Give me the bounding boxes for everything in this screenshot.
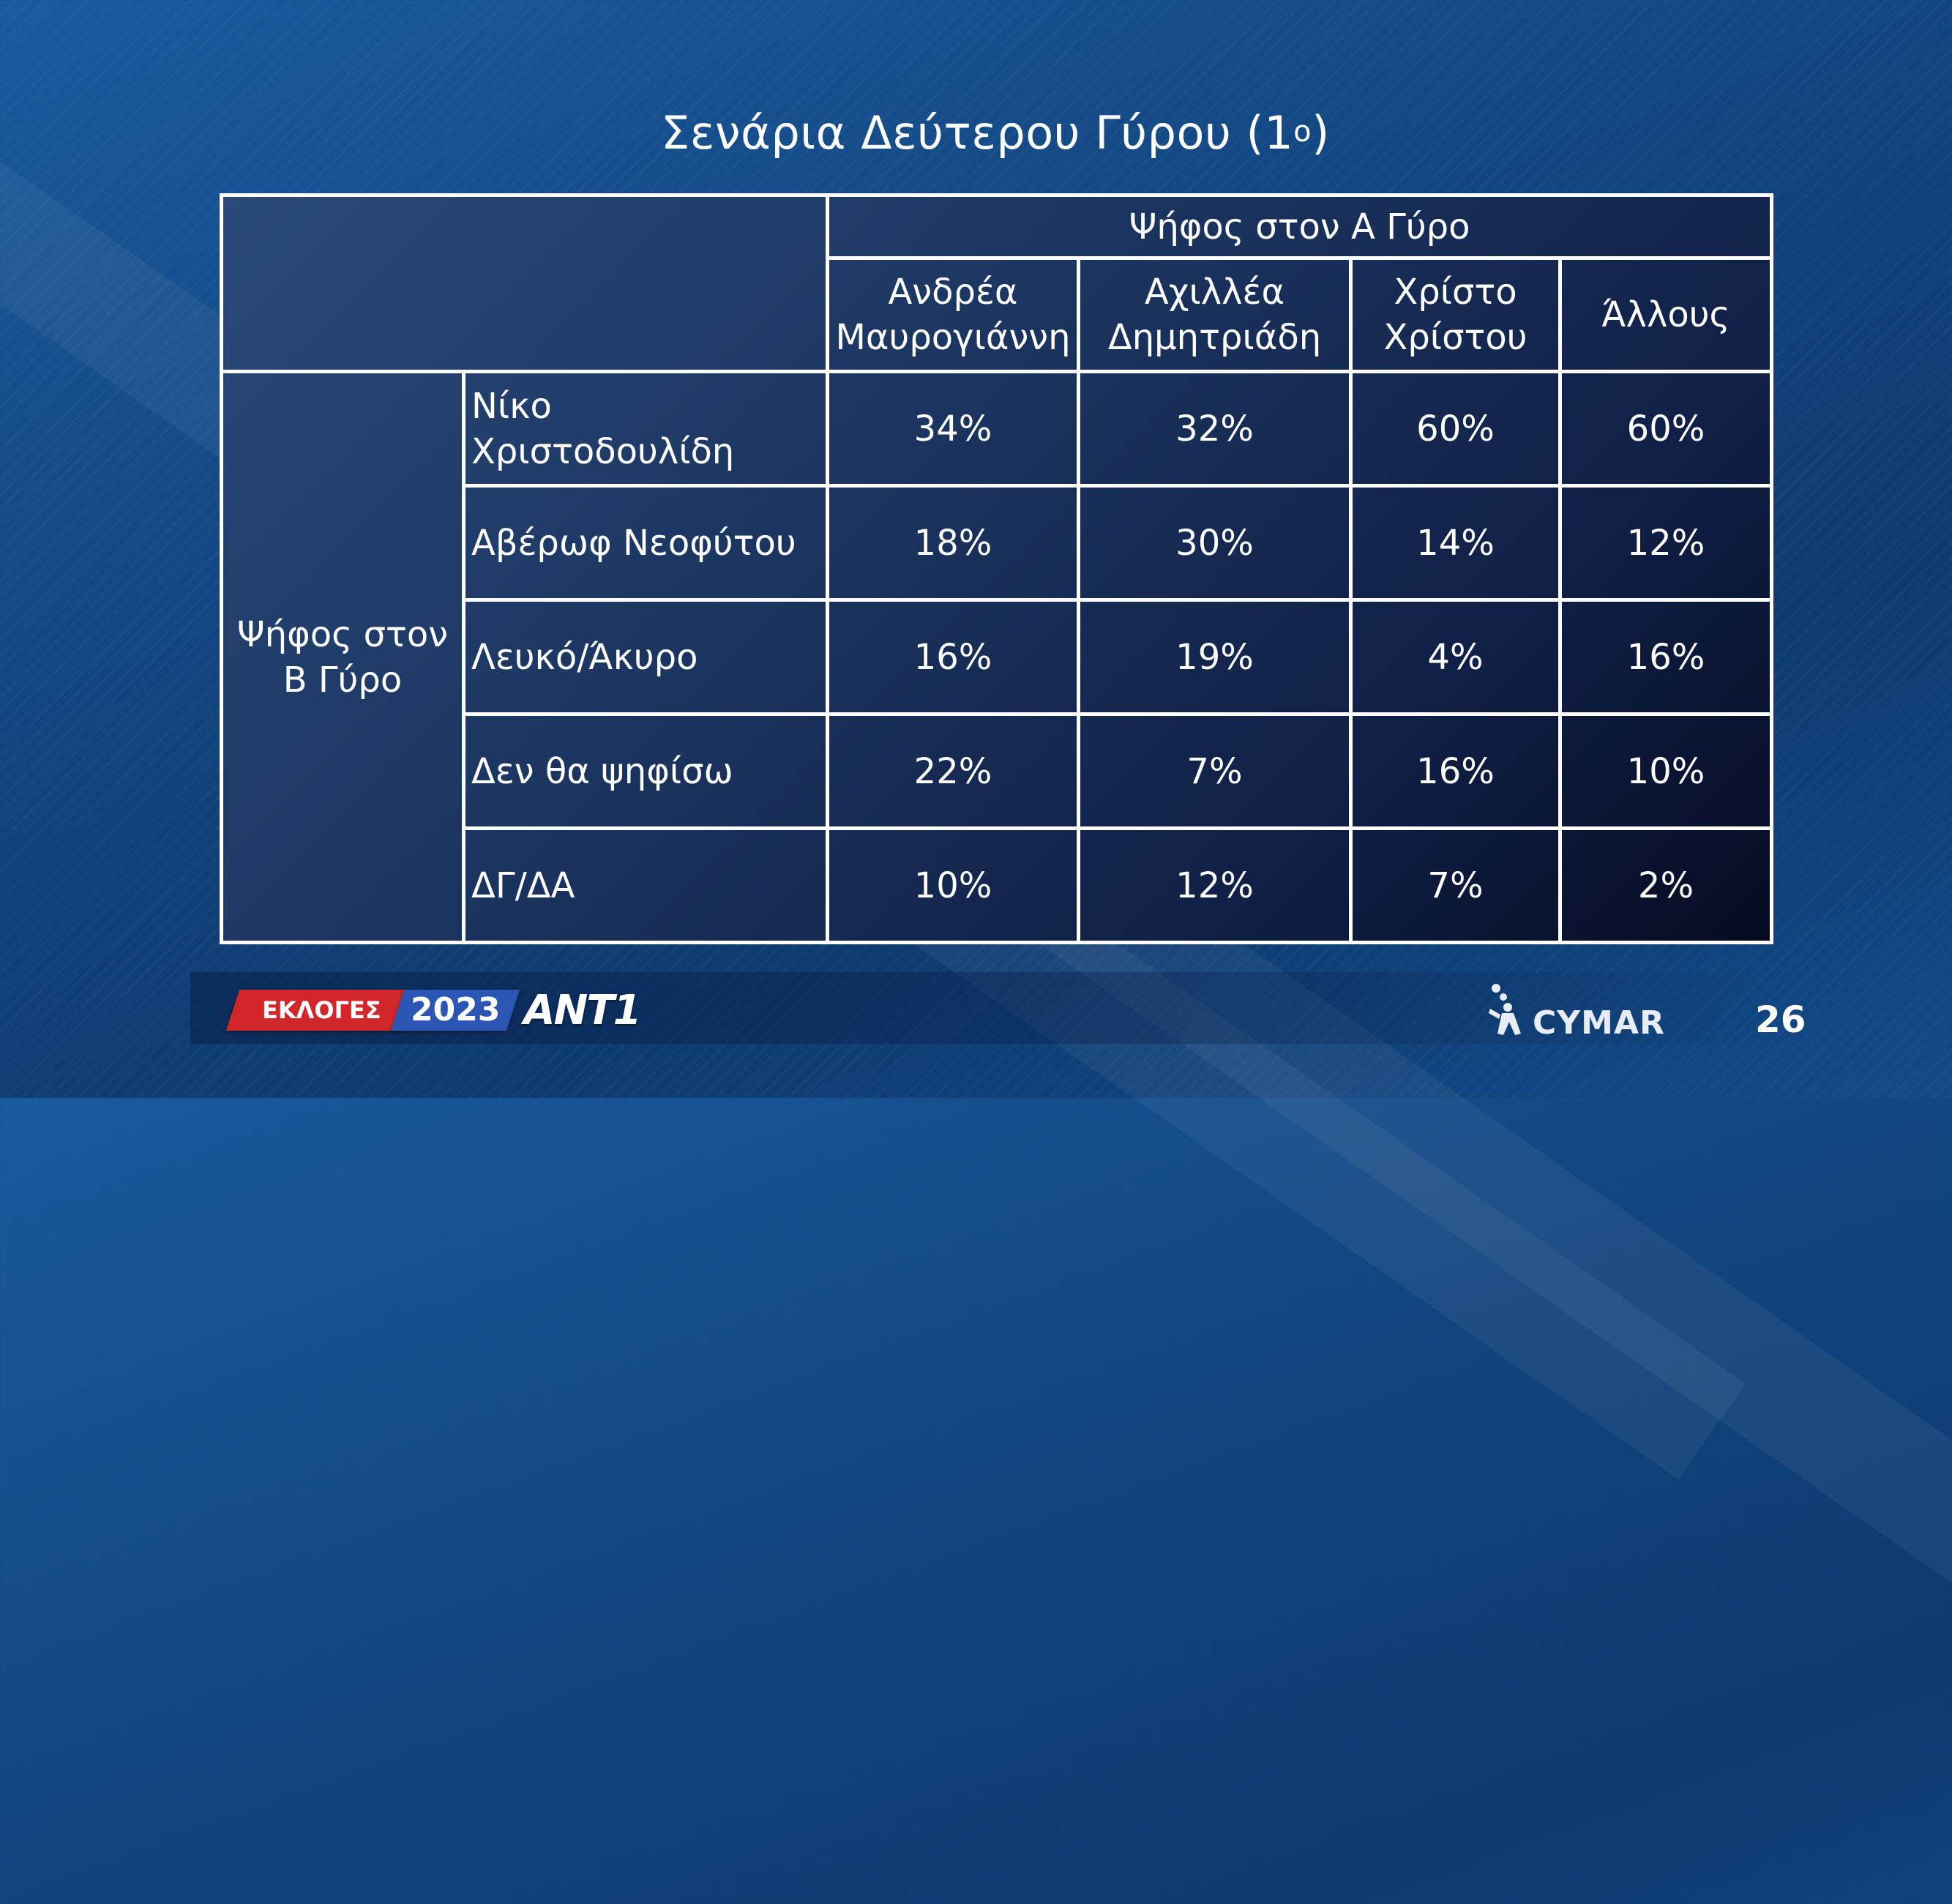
table-cell: 12%	[1077, 826, 1353, 944]
table-cell: 16%	[826, 598, 1080, 716]
table-row: Δεν θα ψηφίσω 22% 7% 16% 10%	[222, 712, 1773, 830]
cymar-figure-icon	[1489, 984, 1521, 1035]
row-group-label-second-round: Ψήφος στον Β Γύρο	[220, 370, 465, 944]
table-cell: 60%	[1558, 370, 1773, 488]
table-cell: 10%	[826, 826, 1080, 944]
table-cell: 16%	[1558, 598, 1773, 716]
year-badge: 2023	[390, 990, 520, 1031]
row-label: ΔΓ/ΔΑ	[462, 826, 829, 944]
cymar-wordmark: CYMAR	[1533, 1004, 1665, 1042]
table-row: Ψήφος στον Β Γύρο Νίκο Χριστοδουλίδη 34% …	[220, 370, 1773, 944]
table-cell: 22%	[826, 712, 1080, 830]
table-row: Λευκό/Άκυρο 16% 19% 4% 16%	[222, 598, 1773, 716]
table-cell: 2%	[1558, 826, 1773, 944]
table-row: ΔΓ/ΔΑ 10% 12% 7% 2%	[222, 826, 1773, 944]
table-cell: 32%	[1077, 370, 1353, 488]
table-cell: 16%	[1349, 712, 1562, 830]
table-corner-cell	[220, 193, 829, 373]
table-cell: 14%	[1349, 484, 1562, 602]
table-row: Αβέρωφ Νεοφύτου 18% 30% 14% 12%	[222, 484, 1773, 602]
column-header: Αχιλλέα Δημητριάδη	[1077, 256, 1353, 373]
table-cell: 7%	[1077, 712, 1353, 830]
row-label: Αβέρωφ Νεοφύτου	[462, 484, 829, 602]
column-header: Ανδρέα Μαυρογιάννη	[826, 256, 1080, 373]
table-cell: 7%	[1349, 826, 1562, 944]
table-cell: 10%	[1558, 712, 1773, 830]
slide-title: Σενάρια Δεύτερου Γύρου (1ο)	[661, 106, 1330, 160]
row-label: Δεν θα ψηφίσω	[462, 712, 829, 830]
cymar-logo: CYMAR	[1486, 981, 1665, 1039]
table-cell: 34%	[826, 370, 1080, 488]
group-header-first-round: Ψήφος στον Α Γύρο	[826, 193, 1773, 260]
results-table: Ψήφος στον Α Γύρο Ανδρέα Μαυρογιάννη Αχιλ…	[220, 193, 1773, 944]
row-label: Νίκο Χριστοδουλίδη	[462, 370, 829, 488]
table-cell: 30%	[1077, 484, 1353, 602]
channel-logo: ANT1	[523, 986, 641, 1034]
elections-label-badge: ΕΚΛΟΓΕΣ	[225, 990, 408, 1031]
table-cell: 4%	[1349, 598, 1562, 716]
table-cell: 12%	[1558, 484, 1773, 602]
column-header: Άλλους	[1558, 256, 1773, 373]
page-number: 26	[1755, 998, 1806, 1041]
table-cell: 60%	[1349, 370, 1562, 488]
row-label: Λευκό/Άκυρο	[462, 598, 829, 716]
elections-2023-logo: ΕΚΛΟΓΕΣ 2023 ANT1	[225, 984, 642, 1037]
column-header: Χρίστο Χρίστου	[1349, 256, 1562, 373]
table-cell: 18%	[826, 484, 1080, 602]
table-cell: 19%	[1077, 598, 1353, 716]
